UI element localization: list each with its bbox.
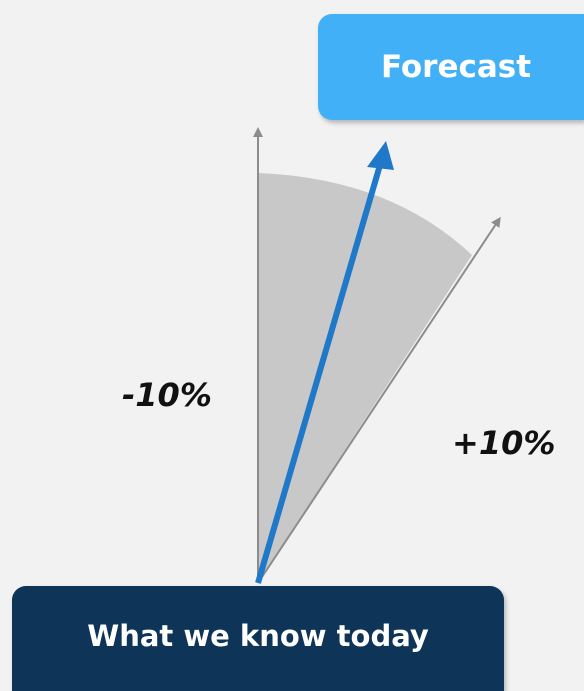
today-box: What we know today: [12, 586, 504, 691]
upper-bound-arrow: [257, 216, 501, 584]
plus-ten-percent-label: +10%: [452, 424, 556, 462]
uncertainty-wedge: [258, 173, 472, 583]
forecast-arrow: [255, 164, 383, 584]
today-label: What we know today: [87, 618, 429, 653]
forecast-arrowhead: [367, 141, 394, 170]
minus-ten-percent-label: -10%: [122, 376, 212, 414]
forecast-box: Forecast: [318, 14, 584, 120]
forecast-label: Forecast: [380, 49, 532, 85]
